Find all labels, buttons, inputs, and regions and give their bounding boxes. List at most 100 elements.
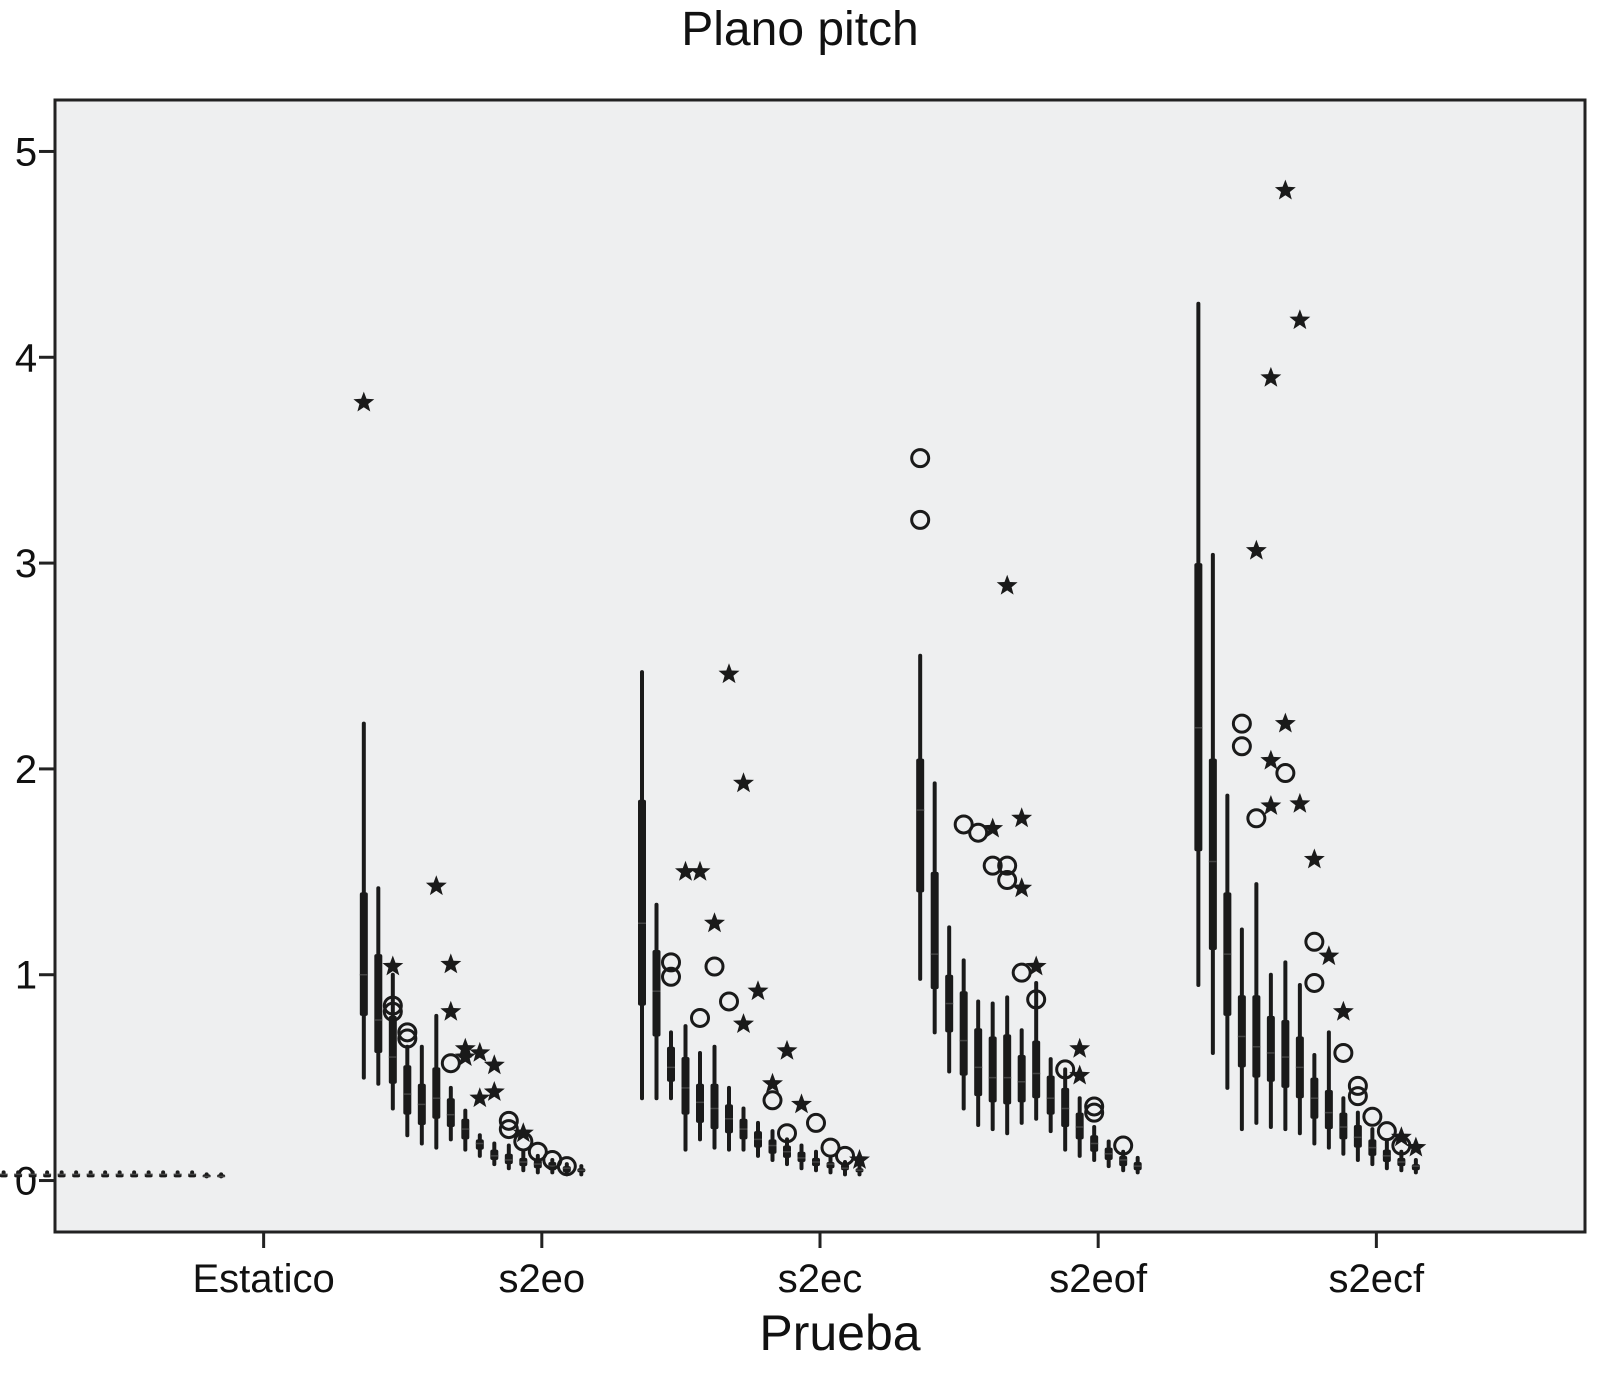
box-body xyxy=(1017,1054,1026,1103)
box-body xyxy=(696,1083,704,1123)
box xyxy=(130,1170,139,1178)
y-tick-label: 4 xyxy=(15,336,37,380)
outlier-circle xyxy=(1362,1106,1383,1127)
outlier-star xyxy=(440,953,462,974)
x-tick-label: s2ecf xyxy=(1329,1257,1425,1301)
box-body xyxy=(1194,563,1203,852)
outlier-circle xyxy=(982,855,1003,876)
outlier-circle xyxy=(1304,931,1325,952)
y-tick-label: 5 xyxy=(15,130,37,174)
box xyxy=(1104,1139,1113,1169)
box xyxy=(1353,1110,1362,1162)
box xyxy=(101,1170,110,1178)
box xyxy=(988,1001,997,1132)
box xyxy=(188,1170,197,1178)
outlier-star xyxy=(704,912,725,933)
box-body xyxy=(959,991,968,1076)
outlier-circle xyxy=(1055,1059,1076,1080)
box xyxy=(725,1085,733,1152)
outlier-star xyxy=(982,817,1004,838)
box-body xyxy=(1032,1040,1041,1099)
x-axis-title: Prueba xyxy=(759,1305,920,1361)
box xyxy=(855,1164,864,1177)
outlier-star xyxy=(353,391,375,412)
outlier-star xyxy=(483,1081,505,1101)
y-tick-label: 0 xyxy=(15,1160,37,1204)
box xyxy=(945,925,954,1074)
box xyxy=(1295,983,1304,1136)
outlier-star xyxy=(718,663,740,684)
outlier-star xyxy=(996,574,1018,595)
outlier-star xyxy=(1069,1037,1091,1058)
x-tick-label: s2ec xyxy=(778,1257,863,1301)
box-body xyxy=(1324,1089,1333,1130)
box xyxy=(202,1172,211,1179)
box xyxy=(1032,980,1041,1121)
outlier-circle xyxy=(382,1001,403,1022)
box xyxy=(1194,301,1203,988)
box xyxy=(826,1155,835,1175)
box-group-s2eof xyxy=(916,653,1142,1175)
box xyxy=(1003,995,1012,1136)
outliers-s2eo xyxy=(353,391,577,1177)
box xyxy=(710,1044,719,1150)
outlier-circle xyxy=(1084,1096,1105,1117)
outlier-star xyxy=(483,1054,505,1075)
box-group-s2ecf xyxy=(1194,301,1420,1175)
outlier-star xyxy=(425,875,447,896)
outlier-star xyxy=(849,1149,870,1169)
box-body xyxy=(504,1153,513,1165)
outlier-circle xyxy=(704,956,725,977)
outlier-star xyxy=(1318,945,1340,966)
outlier-star xyxy=(1011,877,1033,898)
outlier-circle xyxy=(1026,989,1047,1010)
outlier-star xyxy=(1260,795,1282,815)
outlier-star xyxy=(1245,539,1267,560)
box xyxy=(115,1170,124,1178)
outlier-star xyxy=(1069,1064,1091,1085)
box xyxy=(916,653,925,981)
box-body xyxy=(388,1015,397,1084)
box xyxy=(475,1133,484,1158)
box xyxy=(43,1170,52,1178)
outlier-star xyxy=(1405,1136,1427,1157)
box xyxy=(1133,1155,1142,1175)
x-tick-label: s2eo xyxy=(498,1257,585,1301)
outlier-star xyxy=(1289,792,1311,813)
box xyxy=(754,1120,762,1158)
box xyxy=(72,1170,81,1178)
outlier-circle xyxy=(661,966,681,987)
box xyxy=(461,1108,470,1152)
box xyxy=(681,1024,690,1152)
box xyxy=(403,1044,412,1138)
outlier-star xyxy=(1332,1000,1354,1021)
box-body xyxy=(1237,995,1246,1068)
box xyxy=(1017,1028,1026,1125)
box xyxy=(504,1143,513,1171)
box xyxy=(1266,972,1275,1130)
box xyxy=(739,1106,748,1152)
outlier-circle xyxy=(527,1141,548,1162)
box-body xyxy=(374,954,383,1053)
outlier-star xyxy=(776,1039,798,1060)
box-body xyxy=(916,758,925,893)
outlier-star xyxy=(1289,309,1311,330)
outlier-circle xyxy=(1333,1042,1354,1063)
box xyxy=(768,1129,777,1162)
box xyxy=(86,1170,95,1178)
box-body xyxy=(681,1057,690,1115)
box xyxy=(374,886,383,1086)
box xyxy=(446,1085,455,1142)
box-body xyxy=(475,1139,484,1150)
box-body xyxy=(768,1139,777,1154)
box-body xyxy=(638,799,646,1006)
outlier-star xyxy=(733,1013,754,1033)
outlier-star xyxy=(689,860,711,881)
box xyxy=(797,1143,806,1171)
outlier-star xyxy=(733,772,754,793)
outlier-star xyxy=(747,980,769,1001)
box-body xyxy=(490,1149,499,1160)
outlier-circle xyxy=(1304,972,1325,993)
outlier-star xyxy=(382,955,404,976)
y-tick-label: 1 xyxy=(15,954,37,998)
